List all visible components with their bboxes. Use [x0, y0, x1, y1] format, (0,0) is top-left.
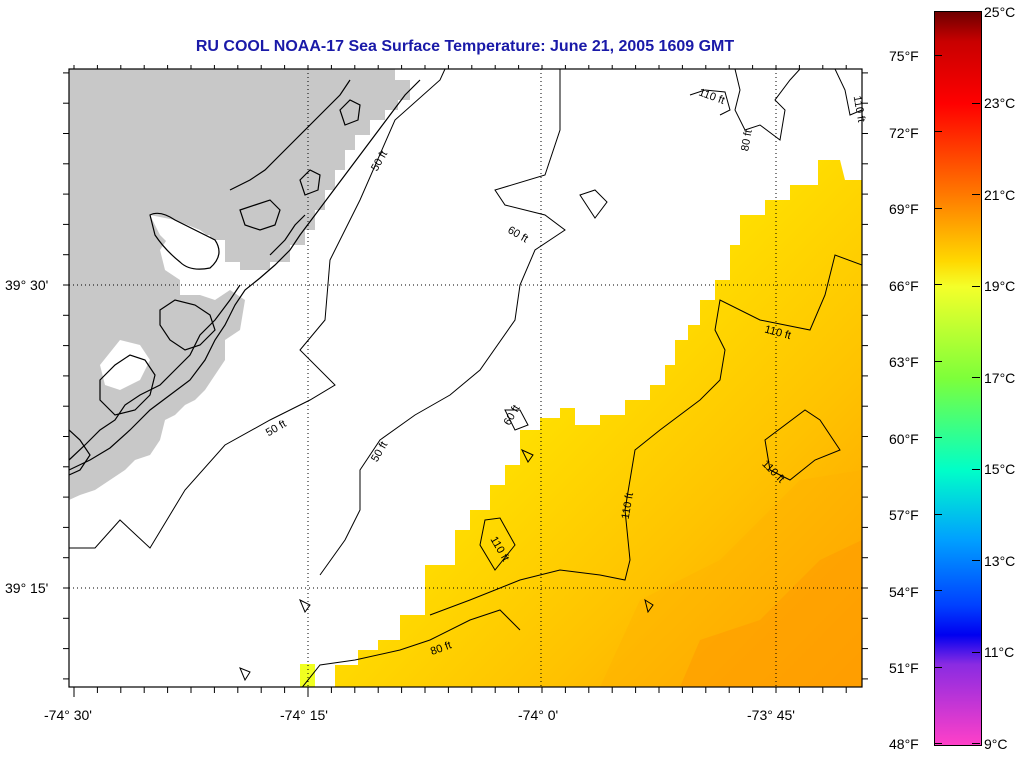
contour-label: 110 ft	[697, 87, 726, 107]
celsius-label: 15°C	[984, 461, 1016, 477]
contour-label: 110 ft	[620, 492, 636, 520]
celsius-label: 21°C	[984, 187, 1016, 203]
colorbar-tick	[934, 666, 942, 668]
fahrenheit-label: 54°F	[889, 584, 919, 600]
fahrenheit-label: 63°F	[889, 354, 919, 370]
x-axis-label: -73° 45'	[747, 707, 795, 723]
colorbar-tick	[934, 513, 942, 515]
colorbar-tick	[934, 360, 942, 362]
map-title: RU COOL NOAA-17 Sea Surface Temperature:…	[195, 38, 735, 55]
x-axis-label: -74° 30'	[44, 707, 92, 723]
colorbar-tick	[934, 284, 942, 286]
colorbar-tick	[972, 651, 980, 653]
colorbar-tick	[972, 102, 980, 104]
celsius-label: 11°C	[984, 644, 1015, 660]
colorbar-tick	[972, 194, 980, 195]
fahrenheit-label: 66°F	[889, 278, 919, 294]
contour-label: 60 ft	[502, 403, 523, 428]
fahrenheit-label: 72°F	[889, 125, 919, 141]
colorbar-tick	[972, 560, 980, 561]
colorbar-tick	[934, 590, 942, 592]
celsius-label: 25°C	[984, 4, 1016, 20]
contour-label: 110 ft	[851, 95, 867, 123]
fahrenheit-label: 75°F	[889, 48, 919, 64]
celsius-label: 9°C	[984, 736, 1008, 752]
colorbar-tick	[934, 437, 942, 439]
celsius-label: 19°C	[984, 278, 1016, 294]
fahrenheit-label: 48°F	[889, 736, 919, 752]
celsius-label: 23°C	[984, 95, 1016, 111]
colorbar-tick	[972, 468, 980, 470]
contour-label: 50 ft	[369, 149, 390, 174]
x-axis-label: -74° 0'	[518, 707, 559, 723]
land	[69, 69, 410, 500]
x-axis-label: -74° 15'	[280, 707, 328, 723]
colorbar-tick	[934, 207, 942, 209]
temperature-colorbar	[934, 11, 982, 746]
colorbar-tick	[972, 743, 980, 744]
celsius-label: 17°C	[984, 370, 1016, 386]
map-frame	[68, 68, 863, 688]
contour-80ft-lower	[301, 609, 521, 687]
fahrenheit-label: 60°F	[889, 431, 919, 447]
colorbar-tick	[934, 743, 942, 744]
contour-label: 80 ft	[739, 129, 755, 152]
colorbar-tick	[972, 11, 980, 12]
colorbar-tick	[934, 131, 942, 133]
colorbar-tick	[972, 377, 980, 378]
contour-label: 50 ft	[369, 440, 390, 465]
fahrenheit-label: 51°F	[889, 660, 919, 676]
y-axis-label: 39° 30'	[5, 277, 49, 293]
colorbar-tick	[934, 55, 942, 56]
celsius-label: 13°C	[984, 553, 1016, 569]
fahrenheit-label: 57°F	[889, 507, 919, 523]
contour-50ft	[69, 69, 446, 549]
sst-map: 50 ft 50 ft 50 ft 60 ft 60 ft 80 ft 80 f…	[63, 65, 868, 697]
contour-label: 60 ft	[505, 224, 530, 245]
contour-110ft-main	[429, 254, 862, 616]
colorbar-tick	[972, 285, 980, 287]
sst-region	[335, 160, 862, 687]
y-axis-label: 39° 15'	[5, 580, 49, 596]
fahrenheit-label: 69°F	[889, 201, 919, 217]
contour-80ft	[319, 69, 566, 576]
